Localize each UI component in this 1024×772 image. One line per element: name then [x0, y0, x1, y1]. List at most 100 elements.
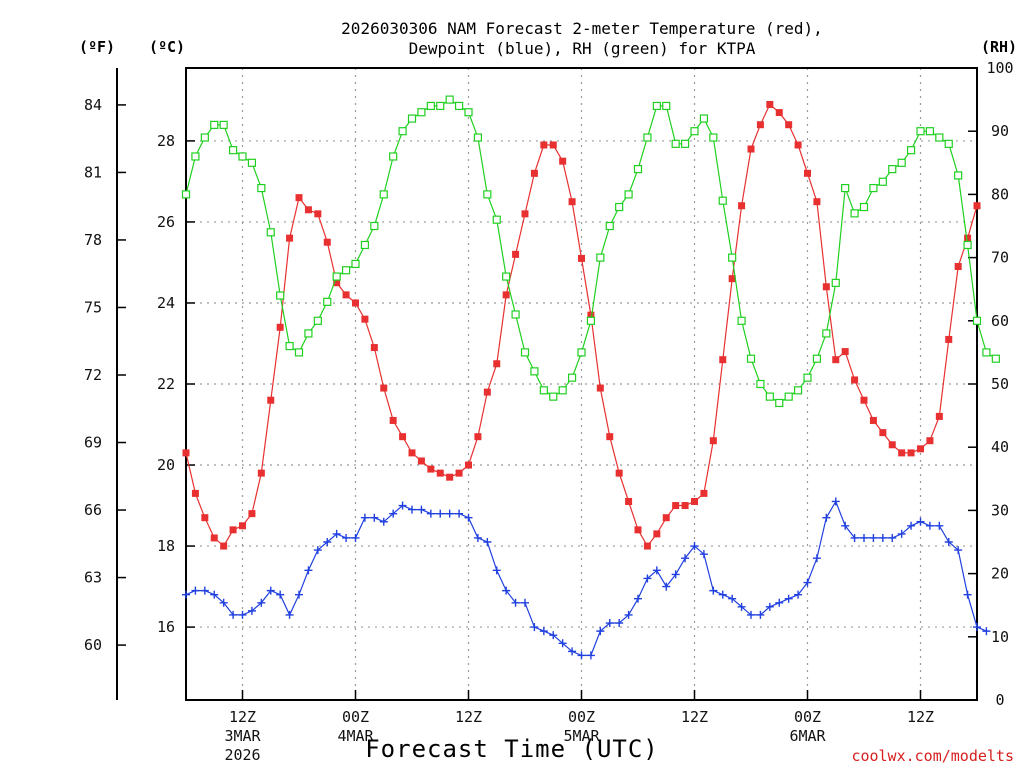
dewpoint-point: [765, 602, 774, 611]
date-tick-label: 4MAR: [337, 727, 374, 745]
rh-point: [304, 329, 313, 338]
temperature-point: [615, 469, 623, 477]
rh-point: [341, 266, 351, 275]
rh-point: [925, 127, 935, 136]
dewpoint-point: [737, 602, 746, 611]
rh-point: [605, 221, 614, 231]
dewpoint-point: [247, 606, 256, 615]
temperature-point: [596, 384, 604, 392]
dewpoint-point: [812, 554, 821, 563]
rh-point: [991, 354, 1000, 363]
dewpoint-point: [615, 619, 624, 628]
temperature-point: [879, 429, 887, 437]
chart-title-line1: 2026030306 NAM Forecast 2-meter Temperat…: [341, 19, 823, 38]
temperature-point: [700, 489, 708, 497]
temperature-point: [681, 502, 689, 510]
rh-point: [370, 221, 379, 231]
dewpoint-point: [709, 586, 718, 595]
temperature-point: [587, 311, 595, 319]
rh-point: [492, 215, 501, 224]
dewpoint-point: [521, 598, 529, 607]
temperature-point: [521, 210, 529, 218]
rh-unit-label: (RH): [981, 38, 1017, 56]
temperature-point: [342, 291, 350, 299]
dewpoint-point: [229, 610, 238, 619]
temperature-point: [502, 291, 510, 299]
temperature-point: [643, 542, 651, 550]
rh-point: [276, 291, 285, 300]
rh-point: [935, 133, 944, 142]
dewpoint-point: [699, 550, 708, 559]
dewpoint-point: [295, 590, 303, 599]
rh-point: [436, 101, 445, 111]
rh-point: [841, 183, 850, 193]
rh-point: [549, 392, 558, 401]
temperature-point: [493, 360, 501, 368]
rh-point: [643, 133, 652, 142]
series-dewpoint: [182, 497, 991, 660]
rh-point: [859, 202, 869, 212]
temperature-point: [813, 198, 821, 206]
temperature-point: [276, 323, 284, 331]
rh-point: [718, 196, 727, 205]
rh-point: [850, 209, 859, 218]
dewpoint-point: [398, 501, 407, 510]
rh-point: [793, 386, 803, 395]
dewpoint-point: [191, 586, 200, 595]
rh-point: [680, 139, 690, 148]
fahrenheit-tick-label: 84: [84, 96, 102, 114]
dewpoint-point: [445, 509, 454, 518]
temperature-point: [653, 530, 661, 538]
temperature-point: [719, 356, 727, 364]
data-series: [181, 95, 1000, 660]
rh-point: [615, 202, 624, 212]
rh-tick-label: 50: [991, 375, 1009, 393]
rh-point: [511, 310, 520, 319]
dewpoint-point: [266, 586, 275, 595]
celsius-tick-label: 16: [157, 618, 175, 636]
dewpoint-point: [624, 610, 633, 619]
temperature-point: [248, 510, 256, 518]
rh-point: [351, 259, 360, 269]
temperature-point: [691, 497, 698, 505]
fahrenheit-tick-label: 72: [84, 366, 102, 384]
rh-tick-label: 30: [991, 501, 1009, 519]
dewpoint-point: [464, 513, 473, 522]
temperature-point: [954, 263, 962, 271]
date-tick-label: 3MAR: [224, 727, 261, 745]
dewpoint-point: [662, 582, 671, 591]
date-tick-label: 6MAR: [789, 727, 826, 745]
dewpoint-point: [304, 566, 313, 575]
rh-point: [699, 114, 709, 123]
rh-tick-label: 20: [991, 565, 1009, 583]
rh-point: [784, 392, 793, 401]
celsius-tick-label: 22: [157, 375, 175, 393]
temperature-point: [361, 315, 369, 323]
rh-point: [869, 183, 878, 193]
rh-tick-label: 40: [991, 438, 1009, 456]
time-tick-label: 12Z: [907, 708, 934, 726]
rh-point: [445, 95, 454, 104]
rh-point: [897, 158, 906, 167]
rh-tick-label: 10: [991, 628, 1009, 646]
temperature-point: [455, 469, 463, 477]
dewpoint-point: [238, 610, 247, 619]
fahrenheit-tick-label: 66: [84, 501, 102, 519]
temperature-point: [257, 469, 265, 477]
rh-point: [916, 127, 925, 136]
rh-tick-label: 100: [986, 59, 1013, 77]
time-tick-label: 12Z: [455, 708, 482, 726]
rh-point: [756, 379, 765, 389]
rh-point: [294, 348, 304, 357]
temperature-point: [239, 522, 246, 530]
rh-point: [746, 354, 756, 363]
rh-point: [200, 133, 209, 142]
dewpoint-point: [323, 538, 332, 546]
rh-point: [332, 272, 341, 281]
temperature-point: [286, 234, 294, 242]
temperature-point: [794, 141, 802, 149]
dewpoint-point: [897, 529, 906, 538]
dewpoint-point: [436, 509, 445, 518]
time-tick-label: 00Z: [794, 708, 821, 726]
